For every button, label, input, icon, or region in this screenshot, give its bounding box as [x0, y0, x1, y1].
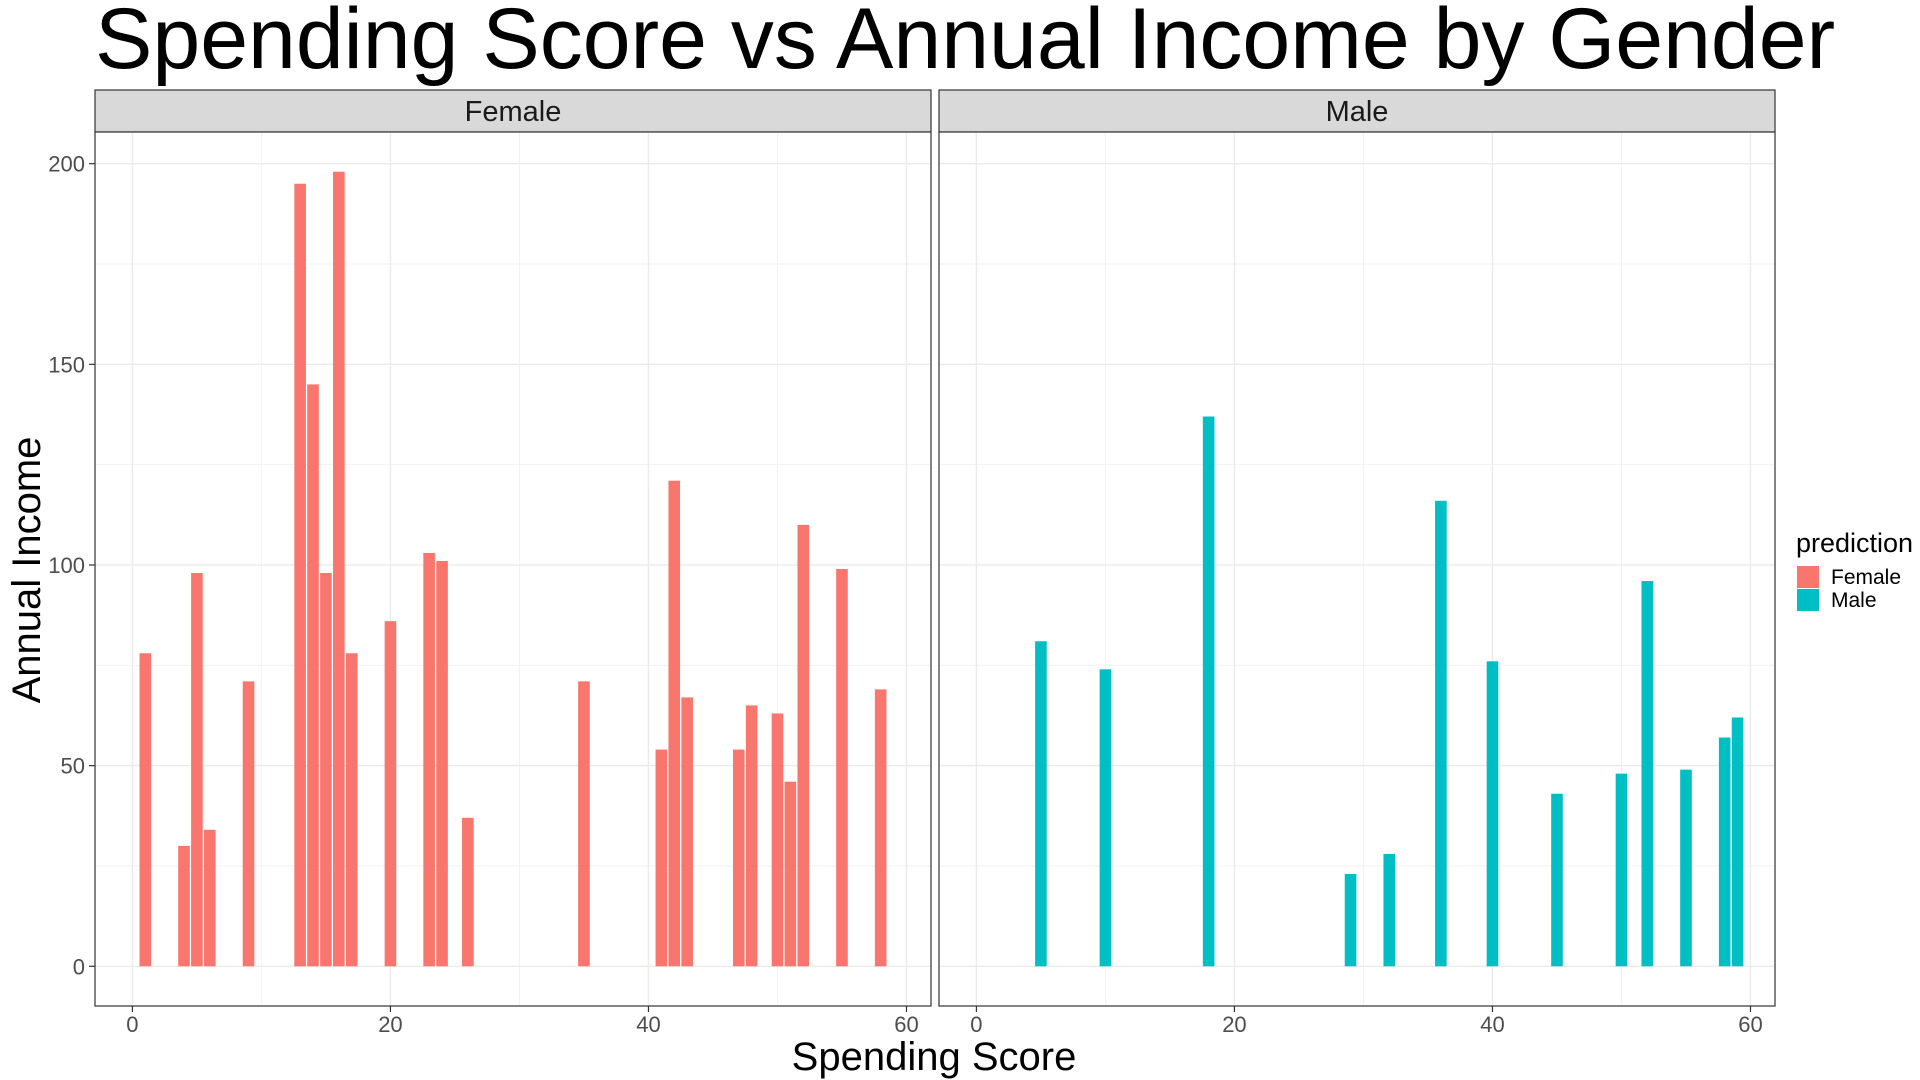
- y-tick-label: 100: [48, 553, 85, 578]
- bar-male-36: [1435, 500, 1447, 967]
- bar-male-10: [1099, 669, 1112, 967]
- plot-background: [939, 132, 1775, 1006]
- x-tick-label: 0: [970, 1012, 982, 1037]
- bar-female-5: [191, 573, 203, 967]
- bar-male-45: [1551, 793, 1563, 967]
- bar-female-4: [178, 845, 190, 967]
- x-tick-label: 20: [378, 1012, 402, 1037]
- y-tick-label: 0: [73, 954, 85, 979]
- panel-border: [94, 131, 932, 1007]
- facet-panel-male: Male 0 20 40 60: [938, 89, 1776, 1037]
- bar-male-5: [1035, 641, 1047, 967]
- facet-strip: [94, 89, 932, 133]
- bar-female-13: [294, 183, 306, 967]
- bar-female-26: [462, 817, 474, 967]
- bar-female-35: [578, 681, 590, 967]
- x-tick-label: 0: [126, 1012, 138, 1037]
- facet-panels: Female 0 20 40 60 0 50 100 150 200 Male 0 20 40 60: [48, 89, 1776, 1037]
- x-tick-label: 60: [1738, 1012, 1762, 1037]
- bar-female-20: [384, 621, 397, 967]
- legend-label-female: Female: [1831, 566, 1901, 589]
- bar-male-18: [1202, 416, 1215, 967]
- legend-swatch-female: [1797, 566, 1819, 588]
- bar-female-50: [771, 713, 784, 967]
- y-axis-title: Annual Income: [5, 437, 49, 704]
- chart-title: Spending Score vs Annual Income by Gende…: [95, 0, 1835, 87]
- bar-female-14: [307, 384, 319, 967]
- bar-female-16: [333, 171, 345, 967]
- bar-female-43: [681, 697, 693, 967]
- bar-female-24: [436, 560, 448, 967]
- legend-title: prediction: [1796, 528, 1913, 558]
- bar-female-47: [732, 749, 745, 967]
- bar-female-58: [874, 689, 887, 967]
- x-tick-label: 40: [1480, 1012, 1504, 1037]
- bar-female-48: [745, 705, 758, 967]
- bar-female-6: [204, 829, 216, 967]
- bar-female-51: [784, 781, 797, 967]
- x-axis-title: Spending Score: [792, 1035, 1077, 1079]
- y-tick-label: 50: [61, 754, 85, 779]
- bar-male-29: [1344, 873, 1357, 967]
- bar-male-55: [1680, 769, 1692, 967]
- bar-female-23: [423, 552, 435, 967]
- bar-female-9: [242, 681, 255, 967]
- facet-strip-label: Female: [465, 96, 562, 128]
- facet-strip-label: Male: [1326, 96, 1389, 128]
- facet-panel-female: Female 0 20 40 60 0 50 100 150 200: [48, 89, 932, 1037]
- bar-female-17: [345, 653, 358, 967]
- bar-male-32: [1383, 853, 1396, 967]
- bar-female-41: [655, 749, 668, 967]
- x-tick-label: 60: [894, 1012, 918, 1037]
- bar-male-50: [1615, 773, 1628, 967]
- panel-border: [938, 131, 1776, 1007]
- bar-female-15: [320, 573, 332, 967]
- bar-female-42: [668, 480, 681, 967]
- legend-label-male: Male: [1831, 589, 1877, 612]
- bar-male-40: [1486, 661, 1499, 967]
- x-tick-label: 20: [1222, 1012, 1246, 1037]
- bar-female-1: [139, 653, 152, 967]
- bar-male-59: [1731, 717, 1744, 967]
- y-tick-label: 150: [48, 352, 85, 377]
- x-tick-label: 40: [636, 1012, 660, 1037]
- bar-female-55: [836, 569, 848, 967]
- bar-female-52: [797, 524, 810, 967]
- bar-male-52: [1641, 581, 1654, 967]
- bar-male-58: [1718, 737, 1731, 967]
- legend-swatch-male: [1797, 589, 1819, 611]
- y-tick-label: 200: [48, 152, 85, 177]
